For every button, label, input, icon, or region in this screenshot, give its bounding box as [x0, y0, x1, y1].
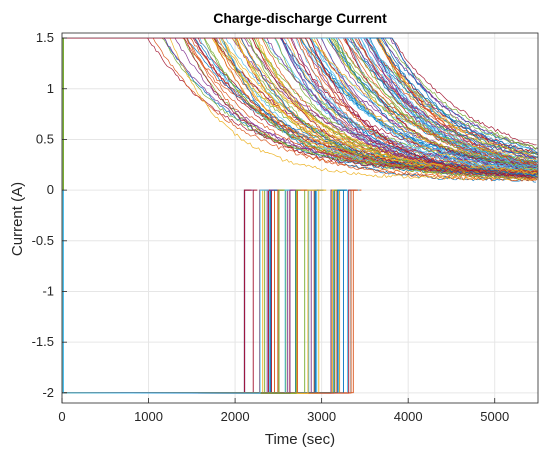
y-tick-label: 0	[47, 182, 54, 197]
charge-trace	[62, 37, 537, 158]
charge-trace	[62, 37, 537, 173]
charge-trace	[62, 37, 538, 175]
discharge-trace	[62, 189, 269, 394]
series-layer	[62, 37, 538, 394]
charge-trace	[62, 37, 537, 175]
charge-trace	[62, 37, 537, 146]
charge-trace	[62, 37, 536, 154]
charge-trace	[62, 37, 536, 183]
charge-trace	[62, 37, 538, 178]
charge-trace	[62, 37, 538, 166]
charge-trace	[62, 37, 537, 179]
charge-trace	[62, 37, 537, 161]
y-tick-label: -1	[42, 283, 54, 298]
charge-trace	[62, 37, 538, 155]
charge-trace	[62, 37, 538, 167]
charge-trace	[62, 37, 537, 168]
charge-trace	[62, 37, 537, 181]
charge-trace	[62, 37, 538, 176]
y-tick-label: 1.5	[36, 30, 54, 45]
charge-trace	[62, 37, 538, 153]
axes-box	[61, 32, 539, 404]
y-tick-label: -0.5	[32, 233, 54, 248]
charge-trace	[62, 37, 538, 163]
y-tick-label: 1	[47, 81, 54, 96]
x-tick-label: 0	[58, 409, 65, 424]
charge-trace	[62, 37, 537, 150]
charge-trace	[62, 37, 538, 181]
tick-labels: 0 1000 2000 3000 4000 5000 1.5 1 0.5 0 -0.5 -1 -1.5 -…	[32, 30, 510, 424]
charge-trace	[62, 37, 537, 179]
y-tick-label: -2	[42, 385, 54, 400]
charge-trace	[62, 37, 537, 177]
charge-trace	[62, 37, 538, 170]
axes	[61, 32, 539, 404]
x-tick-label: 3000	[307, 409, 336, 424]
charge-trace	[62, 37, 537, 163]
x-tick-label: 1000	[134, 409, 163, 424]
chart-title: Charge-discharge Current	[213, 10, 387, 26]
charge-trace	[62, 37, 537, 178]
x-tick-label: 2000	[221, 409, 250, 424]
x-tick-label: 5000	[480, 409, 509, 424]
x-tick-label: 4000	[394, 409, 423, 424]
x-axis-label: Time (sec)	[265, 431, 335, 448]
charge-trace	[62, 37, 538, 168]
charge-trace	[62, 37, 538, 168]
charge-trace	[62, 37, 537, 180]
charge-trace	[62, 37, 538, 171]
y-axis-label: Current (A)	[9, 182, 26, 256]
y-tick-label: -1.5	[32, 334, 54, 349]
y-tick-label: 0.5	[36, 131, 54, 146]
charge-trace	[62, 37, 537, 172]
